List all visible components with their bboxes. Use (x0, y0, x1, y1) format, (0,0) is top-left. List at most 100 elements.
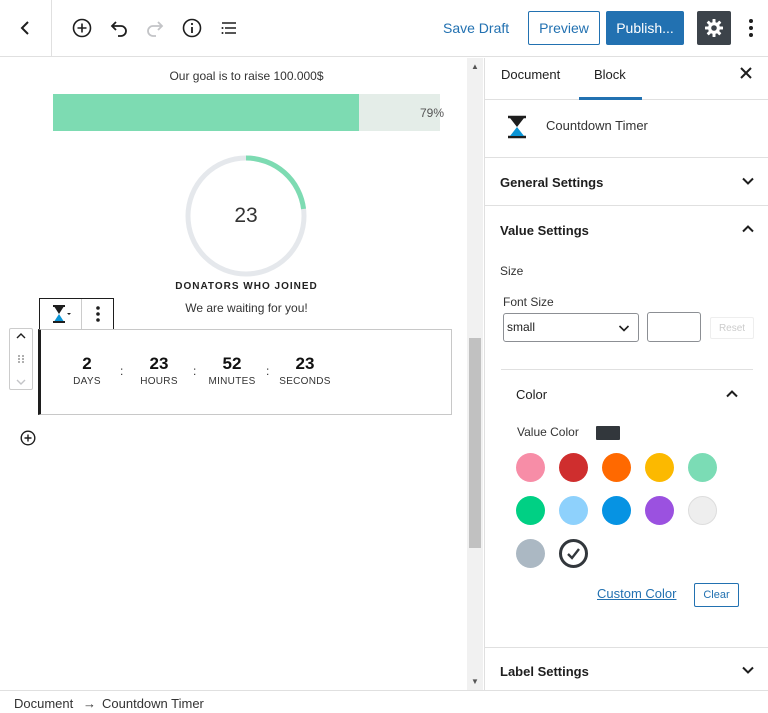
color-swatch[interactable] (559, 453, 588, 482)
hourglass-icon (508, 115, 526, 139)
progress-fill (53, 94, 359, 131)
save-draft-button[interactable]: Save Draft (443, 20, 510, 36)
timer-minutes-value: 52 (222, 354, 242, 373)
tab-document[interactable]: Document (501, 67, 561, 82)
redo-button[interactable] (143, 16, 167, 40)
active-tab-indicator (579, 97, 642, 100)
font-size-value: small (507, 320, 536, 334)
size-label: Size (500, 264, 524, 278)
breadcrumb-separator: → (83, 696, 96, 711)
color-swatch[interactable] (559, 496, 588, 525)
settings-button[interactable] (697, 11, 731, 45)
chevron-up-icon[interactable] (725, 387, 739, 401)
block-name: Countdown Timer (546, 118, 648, 133)
inline-add-block-button[interactable] (20, 430, 36, 446)
undo-icon (110, 21, 127, 37)
label-settings-panel[interactable]: Label Settings (485, 647, 768, 690)
tab-block[interactable]: Block (594, 67, 626, 82)
chevron-down-icon (742, 177, 754, 185)
clear-color-button[interactable]: Clear (694, 583, 739, 607)
timer-minutes: 52 MINUTES (202, 354, 262, 387)
scroll-down-arrow-icon[interactable]: ▼ (471, 677, 479, 686)
hourglass-icon (52, 305, 71, 323)
info-icon (182, 18, 202, 38)
reset-button[interactable]: Reset (710, 317, 754, 339)
timer-hours-value: 23 (149, 354, 169, 373)
block-mover (9, 328, 33, 390)
circle-progress-arc (185, 155, 307, 277)
breadcrumb: Document → Countdown Timer (0, 690, 768, 713)
move-up-icon[interactable] (16, 332, 26, 340)
color-swatch[interactable] (602, 496, 631, 525)
timer-seconds: 23 SECONDS (275, 354, 335, 387)
color-swatch[interactable] (645, 496, 674, 525)
block-toolbar (39, 298, 114, 330)
color-swatch[interactable] (645, 453, 674, 482)
color-swatch[interactable] (516, 539, 545, 568)
color-swatch[interactable] (516, 453, 545, 482)
general-settings-title: General Settings (500, 175, 604, 190)
drag-handle-icon[interactable] (17, 354, 25, 364)
font-size-label: Font Size (503, 295, 554, 309)
color-panel-title[interactable]: Color (516, 387, 548, 402)
scroll-up-arrow-icon[interactable]: ▲ (471, 62, 479, 71)
color-swatch[interactable] (688, 453, 717, 482)
block-card: Countdown Timer (485, 100, 768, 158)
value-color-indicator (596, 426, 620, 440)
general-settings-panel[interactable]: General Settings (485, 158, 768, 206)
info-button[interactable] (180, 16, 204, 40)
timer-minutes-label: MINUTES (208, 376, 256, 387)
more-vertical-icon (749, 19, 753, 37)
circle-counter: 23 (185, 155, 307, 277)
chevron-up-icon (742, 225, 754, 233)
block-type-switcher[interactable] (40, 299, 82, 329)
check-icon (567, 548, 580, 560)
divider (501, 369, 753, 370)
value-color-label: Value Color (517, 425, 579, 439)
move-down-icon[interactable] (16, 378, 26, 386)
block-options-button[interactable] (82, 299, 113, 329)
color-swatch[interactable] (602, 453, 631, 482)
timer-hours-label: HOURS (140, 376, 178, 387)
breadcrumb-countdown-timer[interactable]: Countdown Timer (102, 696, 204, 711)
undo-button[interactable] (107, 16, 131, 40)
outline-button[interactable] (217, 16, 241, 40)
more-vertical-icon (95, 306, 100, 322)
more-options-button[interactable] (742, 14, 760, 42)
canvas-scrollbar[interactable]: ▲ ▼ (467, 58, 483, 690)
value-settings-title: Value Settings (500, 223, 589, 238)
add-block-button[interactable] (70, 16, 94, 40)
preview-button[interactable]: Preview (528, 11, 600, 45)
color-swatch[interactable] (516, 496, 545, 525)
circle-value: 23 (234, 204, 258, 227)
value-settings-panel[interactable]: Value Settings (485, 206, 768, 254)
plus-circle-icon (20, 430, 36, 446)
timer-days-label: DAYS (73, 376, 101, 387)
timer-separator: : (120, 364, 124, 378)
editor-canvas: Our goal is to raise 100.000$ 79% 23 DON… (0, 58, 467, 690)
timer-separator: : (193, 364, 197, 378)
publish-button[interactable]: Publish... (606, 11, 684, 45)
goal-text: Our goal is to raise 100.000$ (169, 69, 324, 83)
progress-label: 79% (420, 106, 445, 120)
close-sidebar-button[interactable] (740, 66, 752, 84)
back-button[interactable] (0, 0, 52, 56)
redo-icon (147, 21, 164, 37)
timer-seconds-value: 23 (295, 354, 315, 373)
timer-days-value: 2 (82, 354, 92, 373)
chevron-left-icon (20, 21, 29, 35)
close-icon (740, 67, 752, 79)
color-swatch[interactable] (688, 496, 717, 525)
gear-icon (705, 19, 723, 37)
timer-seconds-label: SECONDS (279, 376, 331, 387)
color-swatch[interactable] (559, 539, 588, 568)
list-view-icon (221, 22, 236, 34)
timer-days: 2 DAYS (57, 354, 117, 387)
scroll-thumb[interactable] (469, 338, 481, 548)
font-size-select[interactable]: small (503, 313, 639, 342)
font-size-number-input[interactable] (647, 312, 701, 342)
countdown-timer-block[interactable]: 2 DAYS : 23 HOURS : 52 MINUTES : 23 SECO… (38, 329, 452, 415)
breadcrumb-document[interactable]: Document (14, 696, 74, 711)
custom-color-link[interactable]: Custom Color (597, 586, 677, 601)
progress-bar: 79% (53, 94, 444, 131)
